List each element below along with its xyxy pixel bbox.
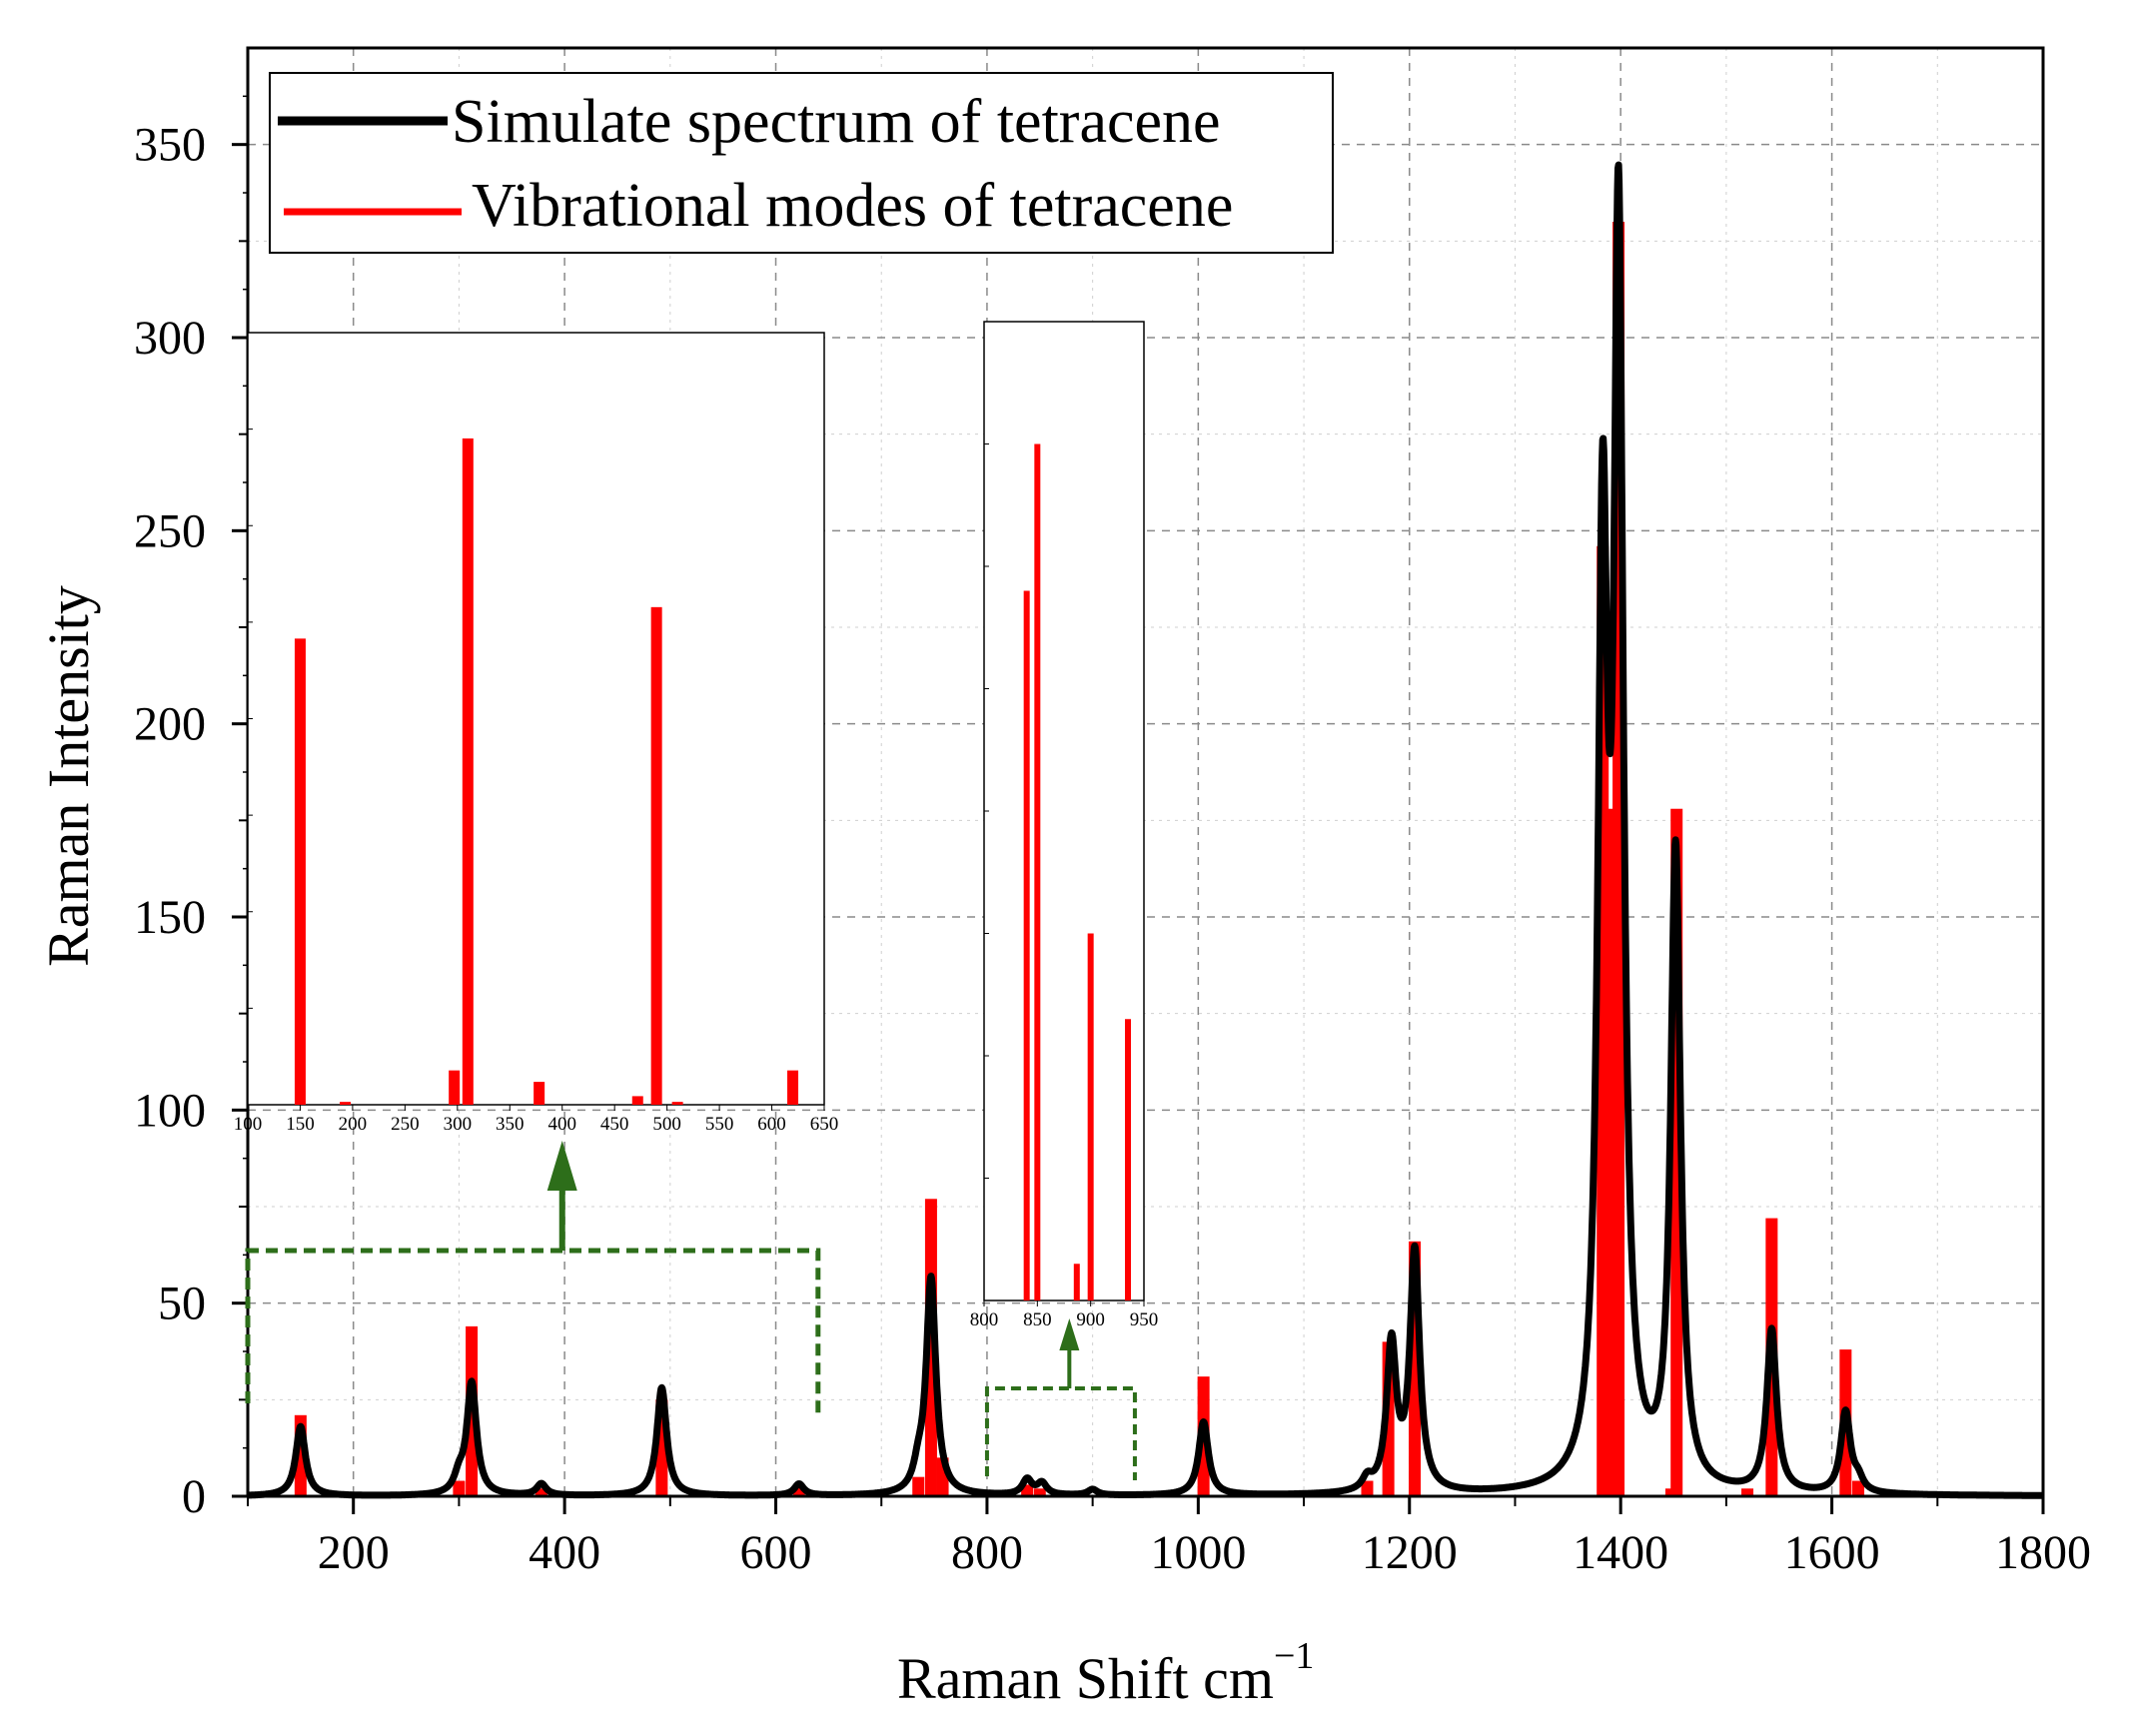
- zoom-arrow-low-head: [546, 1141, 577, 1191]
- legend-label-modes: Vibrational modes of tetracene: [472, 172, 1233, 240]
- x-tick-label: 1800: [1995, 1526, 2091, 1579]
- y-tick-label: 250: [134, 504, 206, 557]
- y-axis-title: Raman Intensity: [36, 585, 101, 967]
- inset-x-tick-label: 850: [1023, 1309, 1052, 1330]
- inset-bar: [1034, 443, 1041, 1301]
- mode-bar: [912, 1476, 925, 1496]
- x-axis-title-superscript: −1: [1274, 1635, 1314, 1677]
- inset-x-tick-label: 350: [496, 1114, 525, 1135]
- inset-bar: [294, 638, 306, 1105]
- inset-x-tick-label: 550: [705, 1114, 734, 1135]
- x-axis-title-main: Raman Shift cm: [897, 1646, 1274, 1711]
- spectrum-line-layer: [245, 161, 2046, 1499]
- inset-bar: [1073, 1264, 1080, 1301]
- mode-bar: [1033, 1488, 1046, 1496]
- inset-x-tick-label: 100: [234, 1114, 263, 1135]
- inset-x-tick-label: 300: [444, 1114, 473, 1135]
- y-tick-label: 300: [134, 312, 206, 365]
- mode-bar: [924, 1199, 937, 1496]
- low-frequency-inset: 100 150 200 250 300 350 400 450 500 550 600 650: [234, 332, 839, 1135]
- inset-bar: [449, 1070, 461, 1105]
- y-tick-label: 100: [134, 1084, 206, 1137]
- inset-bar: [631, 1096, 643, 1105]
- mode-bar: [1852, 1480, 1865, 1496]
- inset-x-tick-label: 200: [339, 1114, 368, 1135]
- inset-bar: [1125, 1019, 1131, 1301]
- inset-bar: [671, 1102, 683, 1105]
- inset-x-tick-label: 450: [600, 1114, 629, 1135]
- x-tick-label: 1200: [1362, 1526, 1458, 1579]
- zoom-bracket-mid: [984, 1386, 1137, 1480]
- x-tick-label: 1400: [1573, 1526, 1668, 1579]
- x-tick-label: 600: [740, 1526, 812, 1579]
- inset-bar: [787, 1070, 799, 1105]
- inset-x-tick-label: 150: [286, 1114, 315, 1135]
- zoom-markers: [245, 1141, 1137, 1480]
- legend: Simulate spectrum of tetracene Vibration…: [269, 72, 1334, 254]
- inset-bar: [340, 1102, 352, 1105]
- x-axis-title: Raman Shift cm−1: [897, 1635, 1314, 1711]
- y-tick-label: 50: [158, 1278, 206, 1330]
- x-tick-label: 1600: [1784, 1526, 1880, 1579]
- mode-bar: [1021, 1484, 1034, 1496]
- inset-bar: [650, 606, 662, 1105]
- inset-x-tick-label: 650: [810, 1114, 839, 1135]
- y-tick-label: 0: [182, 1470, 206, 1523]
- legend-box: [269, 72, 1334, 254]
- inset-x-tick-label: 800: [970, 1309, 999, 1330]
- mode-bar: [1741, 1488, 1754, 1496]
- mode-bar: [534, 1488, 547, 1496]
- axis-ticks: 200 400 600 800 1000 1200 1400 1600 1800 0 50 100 15…: [134, 95, 2091, 1579]
- inset-x-tick-label: 900: [1076, 1309, 1105, 1330]
- mode-bar: [792, 1484, 805, 1496]
- inset-x-tick-label: 500: [652, 1114, 681, 1135]
- x-tick-label: 1000: [1150, 1526, 1246, 1579]
- inset-bar: [1087, 933, 1094, 1301]
- inset-bar: [1023, 590, 1030, 1301]
- inset-frame: [983, 321, 1145, 1302]
- inset-x-tick-label: 400: [547, 1114, 576, 1135]
- y-tick-label: 150: [134, 891, 206, 944]
- x-tick-label: 800: [951, 1526, 1023, 1579]
- inset-x-tick-label: 250: [391, 1114, 420, 1135]
- x-tick-label: 400: [529, 1526, 600, 1579]
- x-tick-label: 200: [318, 1526, 390, 1579]
- zoom-arrow-mid-head: [1059, 1318, 1080, 1350]
- y-tick-label: 350: [134, 119, 206, 172]
- y-tick-label: 200: [134, 698, 206, 751]
- mode-bar: [1361, 1480, 1374, 1496]
- legend-label-spectrum: Simulate spectrum of tetracene: [452, 88, 1221, 156]
- inset-bar: [462, 437, 474, 1105]
- zoom-bracket-low: [245, 1248, 821, 1416]
- inset-bar: [534, 1082, 545, 1105]
- inset-frame: [247, 332, 825, 1106]
- spectrum-line: [245, 161, 2046, 1499]
- inset-x-tick-label: 600: [757, 1114, 786, 1135]
- inset-x-tick-label: 950: [1130, 1309, 1159, 1330]
- grid-layer: [248, 48, 2043, 1496]
- mode-bar: [453, 1480, 466, 1496]
- mid-frequency-inset: 800 850 900 950: [970, 321, 1159, 1330]
